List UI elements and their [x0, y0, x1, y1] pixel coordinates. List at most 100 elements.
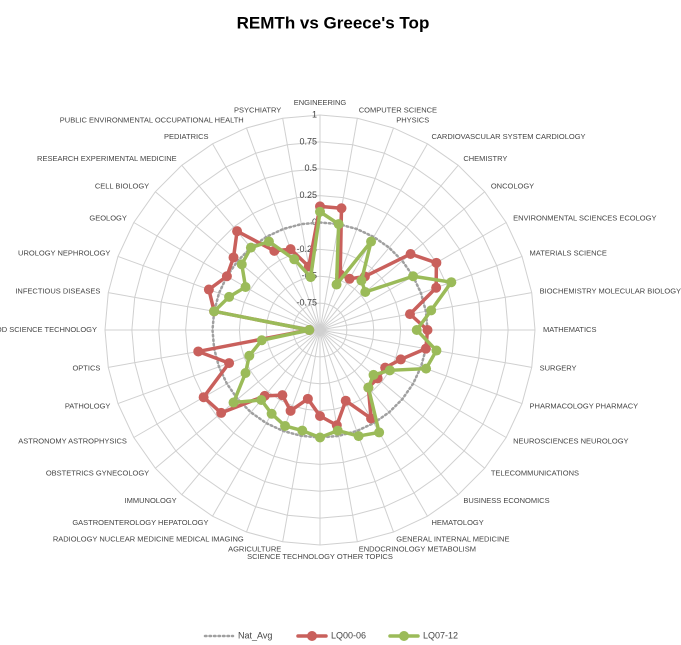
- r-tick-label: 0.25: [299, 190, 317, 200]
- category-label: PHARMACOLOGY PHARMACY: [530, 401, 639, 410]
- category-label: PATHOLOGY: [65, 401, 111, 410]
- series-marker: [280, 420, 291, 431]
- series-marker: [266, 408, 277, 419]
- series-marker: [302, 393, 313, 404]
- series-marker: [245, 242, 256, 253]
- legend-label: LQ07-12: [423, 630, 458, 640]
- category-label: MATERIALS SCIENCE: [530, 249, 607, 258]
- series-marker: [203, 284, 214, 295]
- category-label: BIOCHEMISTRY MOLECULAR BIOLOGY: [540, 286, 681, 295]
- series-marker: [228, 397, 239, 408]
- category-label: UROLOGY NEPHROLOGY: [18, 249, 110, 258]
- r-tick-label: -0.75: [296, 298, 317, 308]
- category-label: RADIOLOGY NUCLEAR MEDICINE MEDICAL IMAGI…: [53, 535, 244, 544]
- category-label: SCIENCE TECHNOLOGY OTHER TOPICS: [247, 552, 393, 561]
- category-label: CARDIOVASCULAR SYSTEM CARDIOLOGY: [432, 132, 586, 141]
- series-marker: [256, 335, 267, 346]
- series-marker: [236, 259, 247, 270]
- series-marker: [395, 354, 406, 365]
- category-label: TELECOMMUNICATIONS: [491, 468, 579, 477]
- series-marker: [431, 282, 442, 293]
- series-marker: [336, 203, 347, 214]
- chart-title: REMTh vs Greece's Top: [237, 13, 430, 32]
- r-tick-label: 0.5: [304, 163, 317, 173]
- series-marker: [431, 345, 442, 356]
- category-label: CHEMISTRY: [463, 154, 507, 163]
- category-label: ENDOCRINOLOGY METABOLISM: [359, 545, 476, 554]
- series-marker: [404, 309, 415, 320]
- category-label: ASTRONOMY ASTROPHYSICS: [18, 436, 127, 445]
- category-label: OBSTETRICS GYNECOLOGY: [46, 468, 149, 477]
- series-marker: [315, 411, 325, 421]
- series-marker: [360, 286, 371, 297]
- category-label: COMPUTER SCIENCE: [359, 105, 437, 114]
- series-marker: [446, 277, 457, 288]
- series-marker: [297, 425, 308, 436]
- r-tick-label: 0: [312, 217, 317, 227]
- category-label: RESEARCH EXPERIMENTAL MEDICINE: [37, 154, 177, 163]
- series-marker: [431, 257, 442, 268]
- category-label: PEDIATRICS: [164, 132, 208, 141]
- series-marker: [374, 427, 385, 438]
- category-label: BUSINESS ECONOMICS: [463, 496, 549, 505]
- series-marker: [405, 248, 416, 259]
- series-marker: [193, 346, 204, 357]
- legend-marker: [399, 631, 409, 641]
- series-marker: [304, 325, 315, 335]
- category-label: PSYCHIATRY: [234, 105, 281, 114]
- category-label: PHYSICS: [396, 115, 429, 124]
- series-marker: [232, 226, 243, 237]
- category-label: HEMATOLOGY: [432, 518, 484, 527]
- category-label: GEOLOGY: [89, 213, 127, 222]
- series-marker: [224, 291, 235, 302]
- category-label: MATHEMATICS: [543, 325, 596, 334]
- series-marker: [332, 425, 343, 436]
- category-label: GASTROENTEROLOGY HEPATOLOGY: [72, 518, 208, 527]
- series-marker: [420, 343, 431, 354]
- legend-marker: [307, 631, 317, 641]
- series-marker: [240, 368, 251, 378]
- category-label: FOOD SCIENCE TECHNOLOGY: [0, 325, 97, 334]
- series-marker: [263, 236, 274, 247]
- series-marker: [384, 365, 395, 376]
- series-marker: [422, 325, 433, 335]
- legend-label: Nat_Avg: [238, 630, 272, 640]
- series-marker: [285, 405, 296, 416]
- series-marker: [256, 394, 267, 405]
- series-marker: [353, 431, 364, 442]
- category-label: OPTICS: [72, 364, 100, 373]
- category-label: IMMUNOLOGY: [125, 496, 177, 505]
- series-marker: [289, 254, 300, 265]
- spoke: [319, 164, 459, 331]
- category-label: ONCOLOGY: [491, 182, 534, 191]
- series-marker: [198, 392, 209, 403]
- series-marker: [240, 282, 251, 292]
- category-label: ENGINEERING: [294, 98, 347, 107]
- category-label: SURGERY: [540, 364, 577, 373]
- r-tick-label: -0.25: [296, 244, 317, 254]
- series-marker: [224, 358, 235, 369]
- category-label: NEUROSCIENCES NEUROLOGY: [513, 436, 628, 445]
- legend-label: LQ00-06: [331, 630, 366, 640]
- series-marker: [368, 369, 379, 380]
- series-marker: [285, 244, 296, 255]
- series-marker: [366, 236, 377, 247]
- series-marker: [426, 305, 437, 316]
- series-marker: [421, 363, 432, 374]
- series-marker: [356, 275, 367, 286]
- spoke: [319, 329, 395, 533]
- series-marker: [209, 306, 220, 317]
- category-label: INFECTIOUS DISEASES: [15, 286, 100, 295]
- category-label: PUBLIC ENVIRONMENTAL OCCUPATIONAL HEALTH: [60, 115, 244, 124]
- series-marker: [315, 206, 325, 217]
- series-marker: [411, 325, 422, 335]
- series-marker: [315, 432, 325, 443]
- category-label: AGRICULTURE: [228, 545, 281, 554]
- series-marker: [244, 350, 255, 361]
- series-marker: [216, 407, 227, 418]
- r-tick-label: 0.75: [299, 136, 317, 146]
- r-tick-label: 1: [312, 109, 317, 119]
- series-marker: [305, 272, 316, 283]
- series-marker: [331, 279, 342, 290]
